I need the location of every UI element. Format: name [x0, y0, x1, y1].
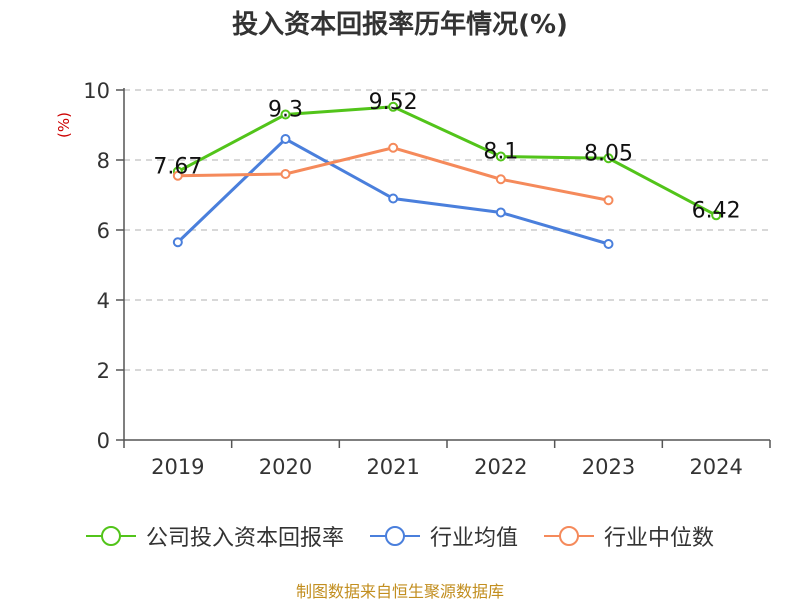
y-tick-label: 8 — [97, 149, 110, 173]
data-point-0 — [280, 109, 291, 120]
series-line-2 — [177, 146, 609, 202]
data-label: 9.3 — [268, 98, 303, 123]
data-label: 8.05 — [584, 141, 633, 166]
legend-label-industry-median: 行业中位数 — [604, 526, 715, 551]
data-point-2 — [388, 142, 399, 153]
y-tick-label: 0 — [97, 429, 110, 453]
x-tick-label: 2024 — [689, 455, 742, 479]
data-label: 8.1 — [483, 140, 518, 165]
data-label: 6.42 — [692, 198, 741, 223]
data-point-1 — [172, 237, 183, 248]
series-line-0 — [177, 105, 717, 217]
y-tick-label: 6 — [97, 219, 110, 243]
data-point-2 — [280, 169, 291, 179]
data-source-note: 制图数据来自恒生聚源数据库 — [295, 582, 504, 601]
data-point-0 — [603, 153, 614, 164]
x-tick-label: 2021 — [366, 455, 419, 479]
chart-title: 投入资本回报率历年情况(%) — [232, 10, 568, 40]
data-point-2 — [172, 170, 183, 181]
legend-item-industry-average[interactable]: 行业均值 — [369, 520, 518, 552]
data-point-1 — [388, 193, 399, 204]
legend-swatch-industry-average — [369, 524, 420, 548]
legend-item-industry-median[interactable]: 行业中位数 — [544, 520, 714, 552]
x-tick-label: 2020 — [259, 455, 312, 479]
legend-label-industry-average: 行业均值 — [429, 526, 518, 551]
data-point-2 — [495, 174, 506, 185]
data-point-1 — [495, 207, 506, 218]
series-line-1 — [176, 137, 609, 246]
x-tick-label: 2022 — [474, 455, 527, 479]
y-tick-label: 2 — [97, 359, 110, 383]
x-tick-label: 2019 — [151, 455, 204, 479]
data-point-0 — [711, 210, 722, 221]
data-point-1 — [280, 134, 291, 144]
legend-swatch-company — [85, 524, 136, 548]
legend: 公司投入资本回报率 行业均值 行业中位数 — [0, 520, 800, 552]
y-tick-label: 10 — [83, 79, 110, 103]
y-tick-label: 4 — [97, 289, 110, 313]
data-label: 7.67 — [153, 155, 202, 180]
data-point-2 — [603, 195, 614, 206]
data-label: 9.52 — [369, 90, 418, 115]
data-point-1 — [603, 239, 614, 249]
data-point-0 — [388, 101, 399, 112]
legend-item-company[interactable]: 公司投入资本回报率 — [85, 520, 344, 552]
legend-swatch-industry-median — [544, 524, 594, 548]
legend-label-company: 公司投入资本回报率 — [145, 526, 344, 551]
y-axis-label: (%) — [55, 112, 73, 138]
x-tick-label: 2023 — [582, 455, 635, 479]
data-point-0 — [495, 151, 506, 162]
